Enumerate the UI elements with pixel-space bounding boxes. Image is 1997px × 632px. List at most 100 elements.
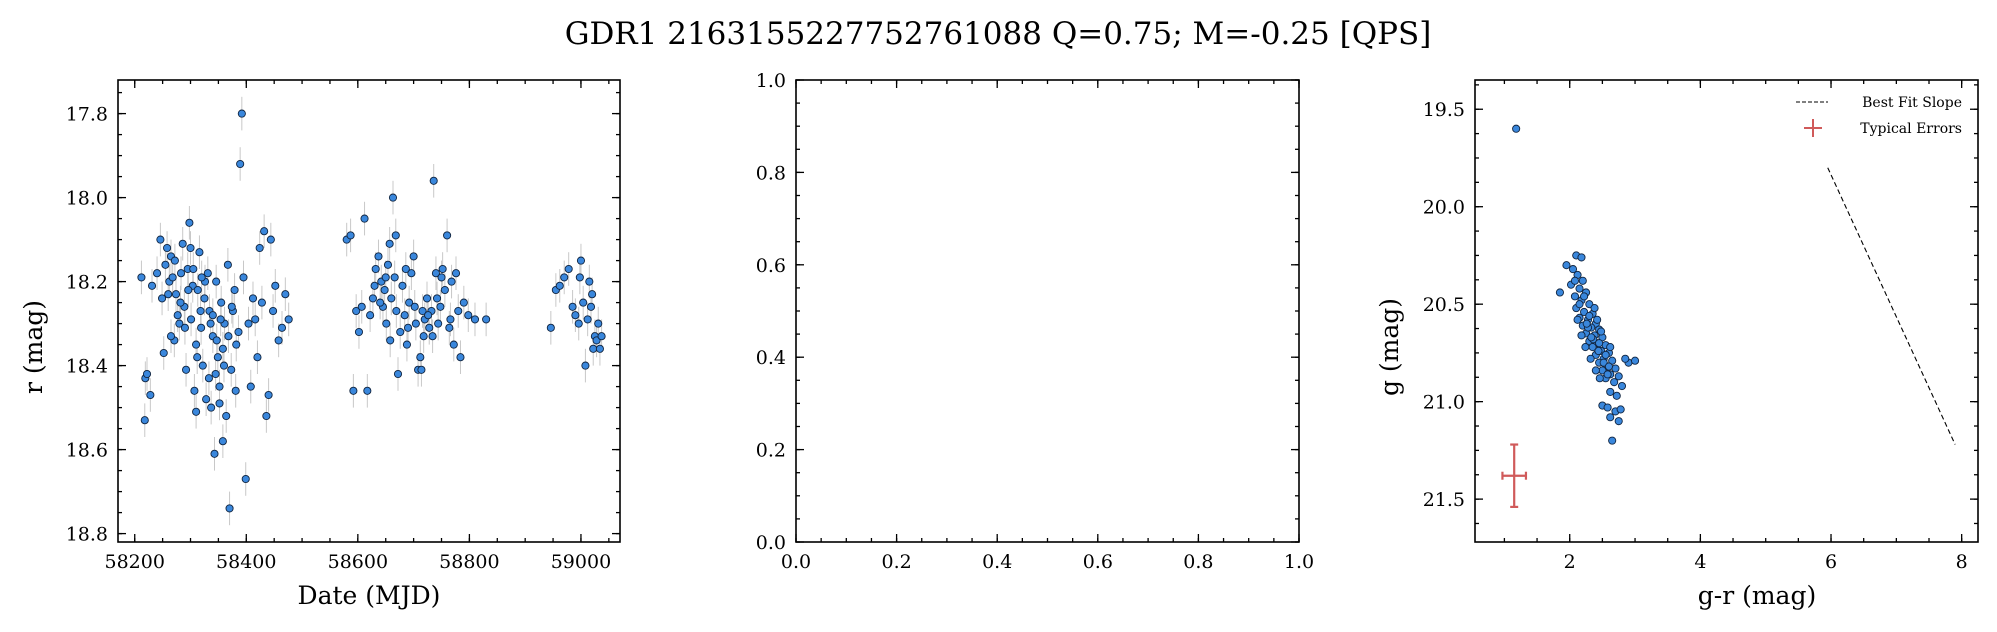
data-point [269, 306, 278, 316]
data-point [222, 411, 231, 421]
data-point [1595, 339, 1604, 348]
data-point [156, 235, 165, 244]
data-point [208, 311, 217, 320]
data-point [1593, 315, 1602, 324]
data-point [391, 231, 400, 240]
axes-frame [795, 79, 1300, 543]
data-point [1617, 382, 1627, 391]
data-point [1594, 346, 1603, 356]
data-point [192, 407, 201, 416]
data-point [227, 302, 236, 311]
x-tick-label: 6 [1825, 551, 1837, 573]
data-point [164, 290, 173, 299]
data-point [175, 319, 184, 328]
data-point [546, 323, 555, 332]
data-point [581, 361, 590, 370]
y-tick-label: 0.6 [756, 255, 786, 277]
data-point [1611, 364, 1620, 373]
data-point [253, 353, 262, 362]
data-point [1573, 315, 1582, 324]
data-point [402, 340, 411, 349]
data-point [482, 315, 491, 324]
x-axis-label: Date (MJD) [298, 581, 441, 610]
data-point [1604, 362, 1613, 371]
data-point [230, 285, 239, 295]
data-point [588, 290, 597, 299]
data-point [555, 281, 564, 290]
x-tick-label: 0.0 [781, 551, 811, 573]
y-tick-label: 17.8 [66, 104, 108, 126]
data-point [357, 302, 366, 311]
data-point [166, 332, 176, 341]
y-tick-label: 20.0 [1423, 197, 1465, 219]
data-point [142, 369, 152, 379]
data-point [187, 315, 196, 324]
data-point [416, 353, 425, 362]
data-point [1630, 356, 1640, 365]
plot-area [137, 96, 606, 526]
data-point [241, 474, 250, 484]
data-point [409, 252, 418, 261]
data-point [371, 264, 380, 274]
data-point [1562, 261, 1571, 270]
data-point [140, 416, 149, 425]
data-point [170, 256, 179, 265]
empty-panel: 0.0 0.2 0.4 0.6 0.8 1.0 0.0 0.2 0.4 0.6 0.8 1.0 [756, 70, 1314, 573]
data-point [212, 336, 221, 345]
data-point [451, 269, 461, 278]
data-point [407, 269, 416, 278]
data-point [585, 277, 594, 286]
y-tick-label: 20.5 [1423, 294, 1465, 316]
data-point [560, 273, 569, 282]
data-point [1614, 372, 1623, 381]
data-point [586, 302, 596, 311]
data-point [1575, 284, 1584, 293]
data-point [281, 290, 290, 299]
data-point [186, 243, 195, 253]
data-point [1606, 343, 1615, 352]
data-point [419, 332, 428, 341]
data-point [575, 273, 584, 282]
data-point [260, 227, 269, 236]
data-point [417, 365, 426, 374]
ticks [795, 79, 1300, 543]
data-point [196, 306, 205, 316]
data-point [225, 504, 234, 513]
data-point [237, 109, 246, 118]
data-point [370, 281, 379, 290]
data-point [1591, 366, 1600, 375]
data-point [1603, 403, 1612, 412]
data-point [583, 315, 592, 324]
x-tick-label: 1.0 [1284, 551, 1314, 573]
ticks [1475, 80, 1978, 542]
data-point [393, 369, 403, 379]
x-tick-label: 58600 [328, 551, 388, 573]
data-point [277, 323, 287, 332]
axes-frame [117, 79, 621, 543]
lightcurve-panel: Date (MJD) r (mag) 58200 58400 58600 58800 5… [19, 79, 621, 610]
data-point [224, 332, 233, 341]
data-point [193, 353, 202, 362]
data-point [1581, 343, 1590, 352]
data-point [352, 306, 361, 316]
data-point [1616, 405, 1625, 414]
data-point [180, 323, 189, 332]
data-point [248, 294, 258, 303]
data-point [1603, 370, 1612, 379]
data-point [1577, 331, 1586, 340]
legend: Best Fit Slope Typical Errors [1796, 95, 1962, 137]
data-point [446, 315, 455, 324]
data-points [1512, 124, 1640, 445]
data-point [274, 336, 283, 345]
data-point [244, 319, 253, 328]
data-point [595, 344, 604, 353]
data-point [198, 361, 207, 370]
legend-label-typical-errors: Typical Errors [1860, 121, 1962, 137]
data-point [354, 327, 364, 337]
y-axis-label: r (mag) [19, 300, 48, 394]
data-point [158, 294, 167, 303]
data-point [181, 365, 191, 374]
data-point [216, 315, 225, 324]
data-point [219, 361, 229, 370]
legend-label-best-fit: Best Fit Slope [1862, 95, 1962, 111]
